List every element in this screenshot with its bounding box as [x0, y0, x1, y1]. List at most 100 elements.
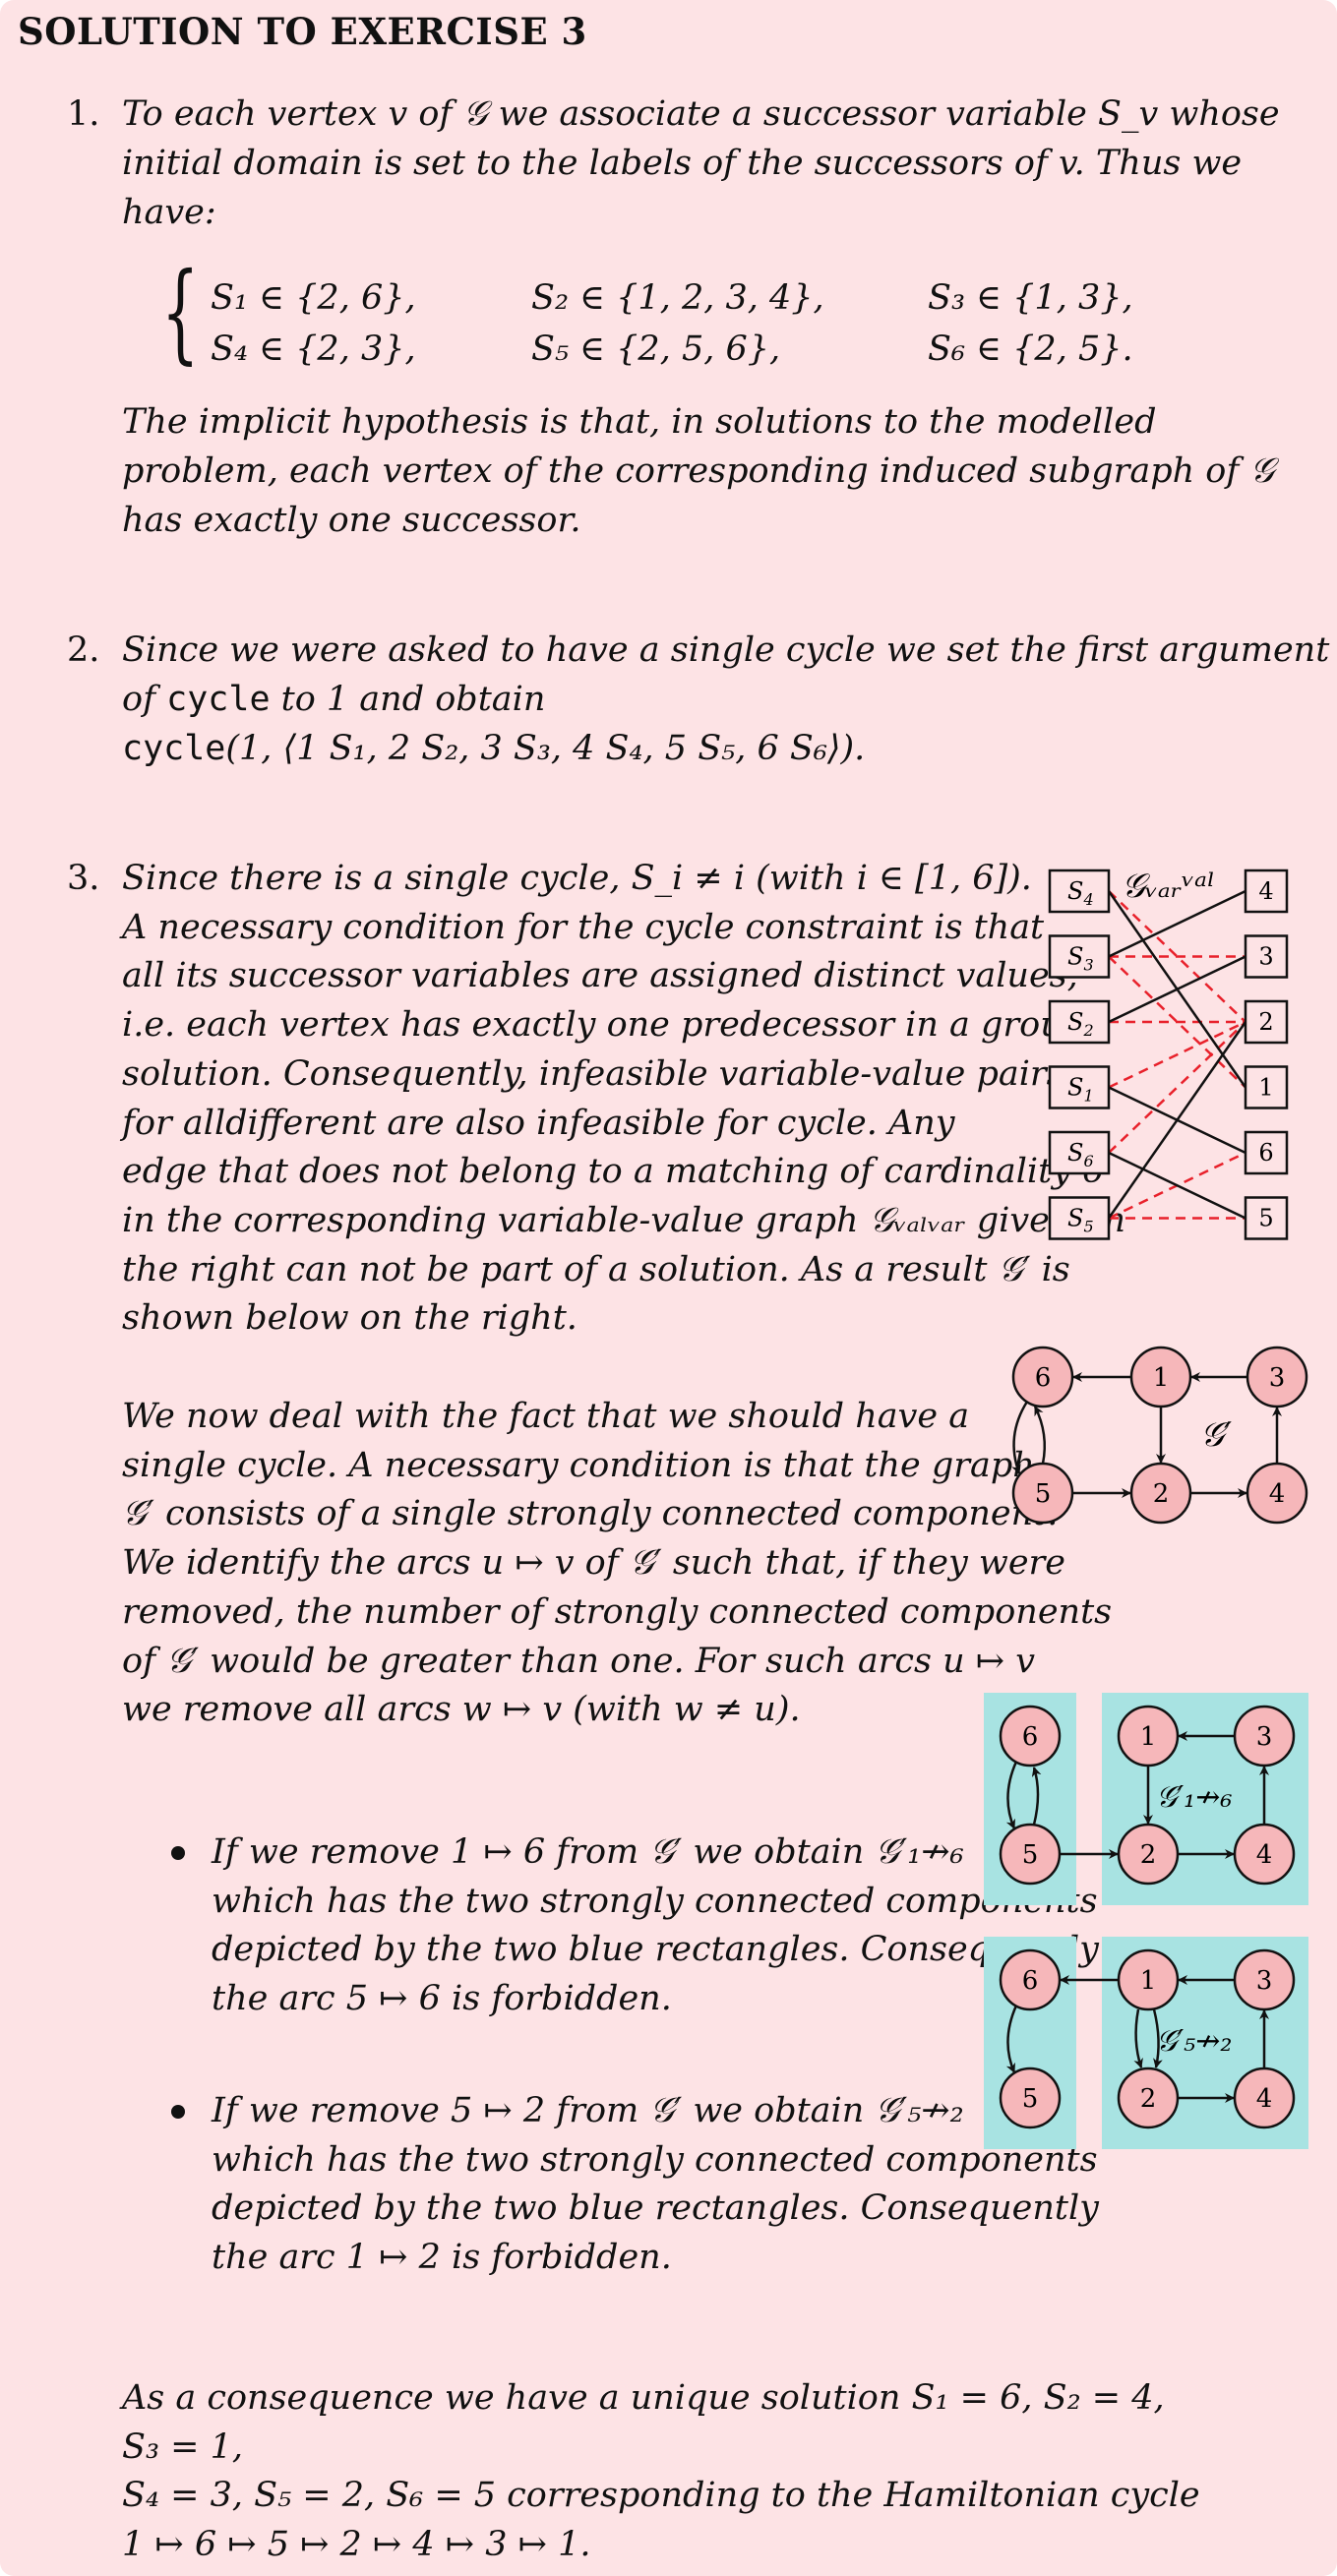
item2-line2-text-c: to 1 and obtain	[270, 680, 546, 719]
domain-s6: S₆ ∈ {2, 5}.	[928, 329, 1133, 369]
graph-node-label: 1	[1140, 1966, 1157, 1996]
graph-node	[1129, 1462, 1192, 1525]
b2-line: which has the two strongly connected com…	[212, 2139, 1098, 2180]
graph-arc	[1033, 1406, 1046, 1465]
item2-line2: of cycle to 1 and obtain	[122, 675, 545, 724]
page-title: SOLUTION TO EXERCISE 3	[18, 10, 587, 53]
item1-hyp2: problem, each vertex of the correspondin…	[122, 451, 1275, 491]
dashed-edge	[1108, 955, 1246, 1089]
graph-node-label: 2	[1153, 1479, 1170, 1509]
p1-line: solution. Consequently, infeasible varia…	[122, 1053, 1064, 1094]
p2-line: removed, the number of strongly connecte…	[122, 1591, 1113, 1632]
cycle-keyword: cycle	[166, 680, 271, 719]
p1-line: for alldifferent are also infeasible for…	[122, 1103, 955, 1143]
g-prime-graph: 6 1 3 5 2 4 𝒢′	[1011, 1346, 1308, 1525]
variable-node	[1048, 1196, 1111, 1240]
graph-node	[1117, 1823, 1180, 1886]
graph-node	[1246, 1346, 1308, 1408]
graph-arc	[1152, 2008, 1163, 2068]
graph-arc	[1011, 1401, 1029, 1474]
graph-node-label: 5	[1035, 1479, 1052, 1509]
graph-arc	[1133, 2008, 1143, 2068]
g-prime-5-2-label: 𝒢′₅↛₂	[1156, 2024, 1232, 2059]
value-label: 3	[1258, 943, 1273, 971]
graph-node-label: 6	[1022, 1722, 1039, 1752]
graph-node-label: 3	[1256, 1966, 1273, 1996]
matching-edge	[1108, 889, 1246, 958]
graph-arc	[1005, 2005, 1018, 2073]
graph-node-label: 3	[1256, 1722, 1273, 1752]
p2-line: single cycle. A necessary condition is t…	[122, 1445, 1035, 1485]
bullet-marker-1	[171, 1846, 185, 1860]
p2-line: We now deal with the fact that we should…	[122, 1397, 970, 1436]
graph-node-label: 4	[1269, 1479, 1286, 1509]
b1-line: the arc 5 ↦ 6 is forbidden.	[212, 1978, 672, 2018]
graph-node	[1233, 1948, 1296, 2011]
p1-line: Since there is a single cycle, S_i ≠ i (…	[122, 859, 1032, 898]
value-label: 1	[1258, 1074, 1273, 1102]
value-label: 5	[1258, 1205, 1273, 1232]
bullet-marker-2	[171, 2105, 185, 2119]
graph-node-label: 4	[1256, 2084, 1273, 2114]
value-node	[1244, 934, 1289, 979]
graph-node-label: 5	[1022, 1840, 1039, 1870]
p1-line: shown below on the right.	[122, 1298, 577, 1339]
item1-line3: have:	[122, 193, 216, 232]
concl-line: S₃ = 1,	[122, 2426, 243, 2467]
variable-value-graph-label: 𝒢ᵥₐᵣᵛᵃˡ	[1122, 867, 1215, 906]
matching-edge	[1108, 955, 1246, 1024]
domain-s1: S₁ ∈ {2, 6},	[211, 278, 416, 318]
item2-line1: Since we were asked to have a single cyc…	[122, 630, 1330, 670]
p2-line: of 𝒢′ would be greater than one. For suc…	[122, 1641, 1035, 1681]
item2-line2-text-a: of	[122, 680, 167, 719]
variable-node	[1048, 999, 1111, 1045]
cycle-keyword: cycle	[122, 729, 226, 768]
domain-s5: S₅ ∈ {2, 5, 6},	[531, 329, 781, 369]
graph-arc	[1031, 1767, 1042, 1826]
value-node	[1244, 999, 1289, 1045]
domain-s2: S₂ ∈ {1, 2, 3, 4},	[531, 278, 824, 318]
graph-node-label: 1	[1140, 1722, 1157, 1752]
p2-line: We identify the arcs u ↦ v of 𝒢′ such th…	[122, 1543, 1065, 1584]
b2-line: the arc 1 ↦ 2 is forbidden.	[212, 2237, 672, 2277]
graph-node-label: 5	[1022, 2084, 1039, 2114]
p1-line: i.e. each vertex has exactly one predece…	[122, 1005, 1107, 1046]
graph-node	[1233, 1823, 1296, 1886]
concl-line: S₄ = 3, S₅ = 2, S₆ = 5 corresponding to …	[122, 2476, 1200, 2516]
value-label: 6	[1258, 1139, 1273, 1167]
graph-node-label: 4	[1256, 1840, 1273, 1870]
value-label: 4	[1258, 877, 1273, 905]
graph-arc	[1005, 1761, 1018, 1829]
variable-node	[1048, 934, 1111, 979]
domain-s3: S₃ ∈ {1, 3},	[928, 278, 1133, 318]
value-node	[1244, 1065, 1289, 1109]
b2-line: If we remove 5 ↦ 2 from 𝒢′ we obtain 𝒢′₅…	[212, 2091, 964, 2130]
graph-node-label: 1	[1153, 1363, 1170, 1393]
variable-node	[1048, 869, 1111, 914]
graph-node	[999, 2067, 1062, 2129]
item-number-2: 2.	[67, 630, 100, 670]
matching-edge	[1107, 1021, 1247, 1220]
item1-line2: initial domain is set to the labels of t…	[122, 144, 1243, 183]
graph-node	[999, 1705, 1062, 1767]
b1-line: If we remove 1 ↦ 6 from 𝒢′ we obtain 𝒢′₁…	[212, 1832, 964, 1872]
matching-edge	[1108, 1151, 1246, 1220]
g-prime-1-6-label: 𝒢′₁↛₆	[1156, 1780, 1232, 1815]
value-node	[1244, 1196, 1289, 1240]
graph-node	[1011, 1346, 1074, 1408]
item1-hyp1: The implicit hypothesis is that, in solu…	[122, 402, 1157, 442]
concl-line: 1 ↦ 6 ↦ 5 ↦ 2 ↦ 4 ↦ 3 ↦ 1.	[122, 2525, 591, 2565]
graph-node-label: 6	[1035, 1363, 1052, 1393]
variable-node	[1048, 1065, 1111, 1109]
graph-node	[1246, 1462, 1308, 1525]
p2-line: we remove all arcs w ↦ v (with w ≠ u).	[122, 1690, 801, 1730]
b2-line: depicted by the two blue rectangles. Con…	[212, 2188, 1099, 2228]
concl-line: As a consequence we have a unique soluti…	[122, 2378, 1165, 2418]
p1-line: edge that does not belong to a matching …	[122, 1152, 1105, 1192]
p1-line: A necessary condition for the cycle cons…	[122, 907, 1045, 947]
graph-node	[999, 1948, 1062, 2011]
dashed-edge	[1108, 1020, 1246, 1089]
value-label: 2	[1258, 1008, 1273, 1036]
item1-hyp3: has exactly one successor.	[122, 501, 581, 540]
item1-line1: To each vertex v of 𝒢 we associate a suc…	[122, 94, 1280, 134]
